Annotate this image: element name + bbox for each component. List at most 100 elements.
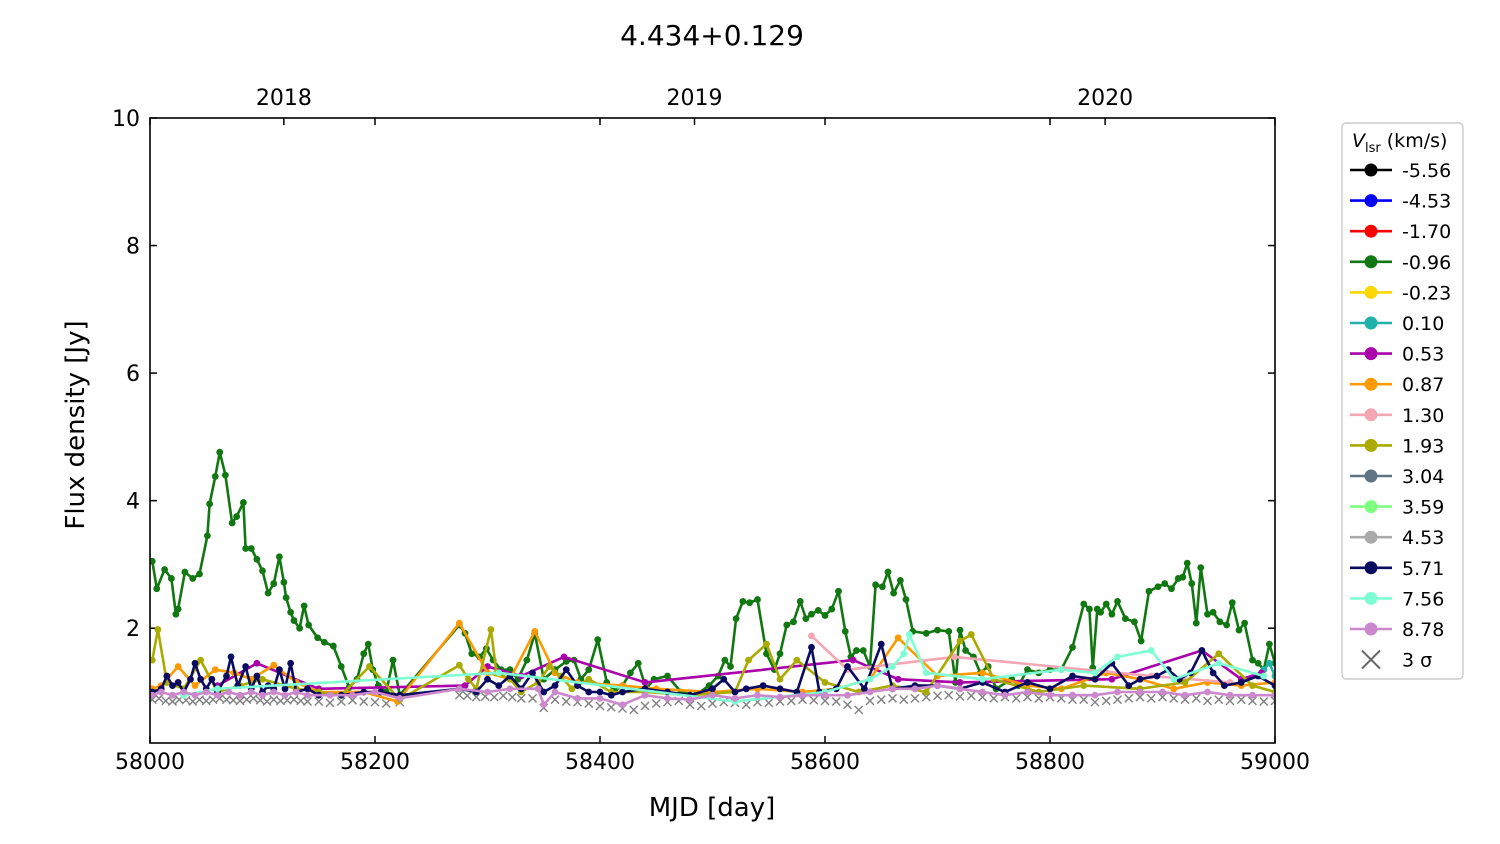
sigma-marker-stroke <box>651 698 661 708</box>
data-point <box>742 685 750 693</box>
legend-title-sub: lsr <box>1365 141 1381 156</box>
data-point <box>529 669 536 677</box>
data-point <box>206 500 214 508</box>
data-point <box>596 694 604 702</box>
data-point <box>793 656 801 664</box>
y-tick-label: 10 <box>112 107 140 132</box>
sigma-marker-stroke <box>325 698 335 708</box>
sigma-marker <box>899 695 909 705</box>
legend-label: -0.23 <box>1402 282 1451 304</box>
sigma-marker-stroke <box>249 693 258 703</box>
data-point <box>1130 618 1138 626</box>
sigma-marker-stroke <box>276 696 285 706</box>
sigma-marker <box>454 690 464 700</box>
data-point <box>835 587 842 595</box>
data-point <box>894 675 902 683</box>
data-point <box>1097 608 1105 616</box>
data-point <box>956 626 964 634</box>
data-point <box>242 663 250 670</box>
data-point <box>189 575 197 582</box>
sigma-marker-stroke <box>640 701 650 711</box>
data-point <box>866 675 874 683</box>
data-point <box>270 661 278 669</box>
data-point <box>821 691 829 699</box>
data-point <box>531 627 539 635</box>
data-point <box>1080 600 1088 608</box>
sigma-marker-stroke <box>516 693 526 703</box>
data-point <box>191 682 199 690</box>
data-point <box>455 661 463 669</box>
data-point <box>776 685 784 693</box>
data-point <box>896 576 904 584</box>
sigma-marker-stroke <box>381 698 391 708</box>
data-point <box>1188 580 1196 587</box>
sigma-marker <box>249 693 258 703</box>
data-point <box>349 691 356 699</box>
sigma-marker <box>876 695 886 705</box>
data-point <box>1209 608 1217 616</box>
data-point <box>1241 619 1249 627</box>
series-line <box>151 450 1275 697</box>
y-tick-label: 8 <box>126 235 140 260</box>
legend-swatch-marker <box>1364 438 1378 452</box>
data-point <box>568 685 576 693</box>
data-point <box>337 663 345 670</box>
data-point <box>664 694 671 702</box>
data-point <box>239 499 247 506</box>
data-point <box>389 656 397 664</box>
sigma-marker-stroke <box>944 690 954 700</box>
data-point <box>214 685 221 693</box>
data-point <box>495 682 503 690</box>
legend-items: -5.56 -4.53 -1.70 -0.96 -0.23 0.10 0.53 0.87 1.3… <box>1350 160 1451 672</box>
data-point <box>203 532 211 540</box>
sigma-marker-stroke <box>454 690 464 700</box>
data-point <box>802 615 810 623</box>
data-point <box>468 650 476 658</box>
sigma-marker-stroke <box>1248 696 1257 706</box>
legend-item: 3.04 <box>1350 466 1444 488</box>
data-point <box>808 632 815 640</box>
sigma-marker-stroke <box>899 695 909 705</box>
x-tick-label: 58200 <box>340 750 410 775</box>
data-point <box>1091 691 1099 699</box>
data-point <box>153 585 161 593</box>
legend-swatch-marker <box>1364 500 1378 514</box>
series-8.78 <box>150 682 1275 709</box>
data-point <box>1179 573 1187 581</box>
data-point <box>227 653 235 661</box>
sigma-marker-stroke <box>359 697 369 707</box>
data-point <box>290 617 298 624</box>
data-point <box>1220 682 1228 690</box>
data-point <box>859 647 867 654</box>
data-point <box>1235 626 1243 634</box>
sigma-marker-stroke <box>1191 693 1201 703</box>
data-point <box>523 656 531 664</box>
data-point <box>1154 583 1162 591</box>
legend-label: 0.87 <box>1402 374 1444 396</box>
data-point <box>922 688 930 696</box>
data-point <box>464 675 472 683</box>
data-point <box>1168 585 1175 593</box>
sigma-marker-stroke <box>1214 695 1224 705</box>
sigma-marker-stroke <box>1259 697 1269 707</box>
sigma-marker <box>966 691 976 701</box>
data-point <box>1085 605 1093 613</box>
legend-label: -5.56 <box>1402 160 1451 182</box>
sigma-marker-stroke <box>1124 693 1134 703</box>
legend-title: Vlsr (km/s) <box>1352 130 1447 156</box>
sigma-marker <box>1169 693 1179 703</box>
sigma-marker-stroke <box>1169 693 1179 703</box>
data-point <box>1260 672 1268 680</box>
data-point <box>211 473 219 480</box>
data-point <box>821 679 829 686</box>
sigma-marker-stroke <box>966 691 976 701</box>
sigma-marker <box>1135 692 1145 702</box>
data-point <box>551 688 559 696</box>
data-point <box>174 663 182 670</box>
data-point <box>1046 691 1054 699</box>
data-point <box>197 675 205 683</box>
data-point <box>746 599 754 607</box>
data-point <box>1057 666 1065 674</box>
data-point <box>1159 688 1166 696</box>
